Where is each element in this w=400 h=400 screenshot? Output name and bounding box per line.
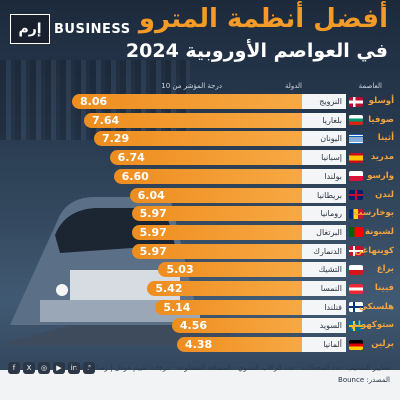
bar-value-label: 6.60 xyxy=(121,169,149,183)
norway-flag-icon xyxy=(349,96,363,107)
column-header-capital: العاصمة xyxy=(358,82,382,90)
source-text: المصدر: Bounce xyxy=(338,376,390,384)
bar-value-label: 6.04 xyxy=(137,188,165,202)
bar-value-label: 5.97 xyxy=(139,207,167,221)
uk-flag-icon xyxy=(349,190,363,200)
capital-label: براغ xyxy=(376,264,394,275)
bulgaria-flag-icon xyxy=(349,115,363,126)
brand-text: BUSINESS xyxy=(54,21,131,37)
capital-label: هلسنكي xyxy=(358,301,394,312)
capital-label: لندن xyxy=(375,189,394,200)
romania-flag-icon xyxy=(349,208,363,219)
country-label: الدنمارك xyxy=(302,243,346,259)
bar xyxy=(158,262,302,278)
bar xyxy=(131,243,302,259)
bar xyxy=(155,299,302,315)
footer-background xyxy=(0,370,400,400)
poland-flag-icon xyxy=(349,171,363,182)
country-label: بولندا xyxy=(302,168,346,184)
bar-value-label: 6.74 xyxy=(117,151,145,165)
country-label: النمسا xyxy=(302,281,346,296)
country-label: السويد xyxy=(302,318,346,334)
bar-value-label: 5.03 xyxy=(166,263,194,277)
austria-flag-icon xyxy=(349,283,363,294)
country-label: بلغاريا xyxy=(302,112,346,128)
capital-label: ستوكهولم xyxy=(351,320,394,331)
bar-value-label: 5.14 xyxy=(163,300,191,314)
bar-value-label: 8.06 xyxy=(80,95,108,108)
country-label: رومانيا xyxy=(302,206,346,222)
column-header-country: الدولة xyxy=(284,82,302,90)
bar-value-label: 7.29 xyxy=(101,132,130,146)
czech-flag-icon xyxy=(349,264,363,275)
denmark-flag-icon xyxy=(349,246,363,257)
finland-flag-icon xyxy=(349,302,363,313)
bar xyxy=(83,112,302,128)
greece-flag-icon xyxy=(349,133,363,144)
sweden-flag-icon xyxy=(349,320,363,331)
capital-label: لشبونة xyxy=(365,226,394,237)
capital-label: برلين xyxy=(371,339,394,350)
bar-value-label: 5.97 xyxy=(139,225,167,239)
spain-flag-icon xyxy=(349,152,363,163)
brand-mark: إرم xyxy=(10,14,50,44)
bar xyxy=(72,94,302,109)
capital-label: صوفيا xyxy=(368,114,394,125)
capital-label: مدريد xyxy=(370,152,394,163)
instagram-icon[interactable]: ◎ xyxy=(38,362,50,374)
country-label: ألمانيا xyxy=(302,337,346,353)
capital-label: أثينا xyxy=(377,133,394,144)
tiktok-icon[interactable]: ♪ xyxy=(83,362,95,374)
bar xyxy=(129,187,302,203)
bar xyxy=(131,224,302,240)
bar xyxy=(177,337,302,353)
bar xyxy=(93,131,302,147)
facebook-icon[interactable]: f xyxy=(8,362,20,374)
country-label: إسبانيا xyxy=(302,150,346,166)
bar-value-label: 5.97 xyxy=(139,244,167,258)
x-icon[interactable]: X xyxy=(23,362,35,374)
bar xyxy=(131,206,302,222)
bar xyxy=(113,168,302,184)
capital-label: فيينا xyxy=(374,283,394,293)
bar xyxy=(171,318,302,334)
capital-label: أوسلو xyxy=(368,96,394,106)
country-label: البرتغال xyxy=(302,224,346,240)
title-line1: أفضل أنظمة المترو xyxy=(138,4,388,34)
country-label: بريطانيا xyxy=(302,187,346,203)
linkedin-icon[interactable]: in xyxy=(68,362,80,374)
criteria-text: معايير التصنيف: عدد المحطات - عدد الركاب… xyxy=(75,364,390,372)
bar-value-label: 5.42 xyxy=(155,282,183,295)
country-label: التشيك xyxy=(302,262,346,278)
capital-label: كوبنهاغن xyxy=(354,245,394,256)
bar xyxy=(147,281,302,296)
bar-value-label: 7.64 xyxy=(91,113,120,127)
germany-flag-icon xyxy=(349,339,363,350)
title-line2: في العواصم الأوروبية 2024 xyxy=(125,40,388,62)
capital-label: وارسو xyxy=(367,170,394,181)
country-label: فنلندا xyxy=(302,299,346,315)
country-label: اليونان xyxy=(302,131,346,147)
portugal-flag-icon xyxy=(349,227,363,238)
brand-logo: إرم BUSINESS xyxy=(10,14,131,44)
bar-value-label: 4.38 xyxy=(185,338,213,352)
youtube-icon[interactable]: ▶ xyxy=(53,362,65,374)
column-header-score: درجة المؤشر من 10 xyxy=(161,82,222,90)
capital-label: بوخارست xyxy=(353,208,394,219)
country-label: النرويج xyxy=(302,94,346,109)
social-icons: f X ◎ ▶ in ♪ xyxy=(8,362,95,374)
bar xyxy=(109,150,302,166)
bar-value-label: 4.56 xyxy=(179,319,208,333)
